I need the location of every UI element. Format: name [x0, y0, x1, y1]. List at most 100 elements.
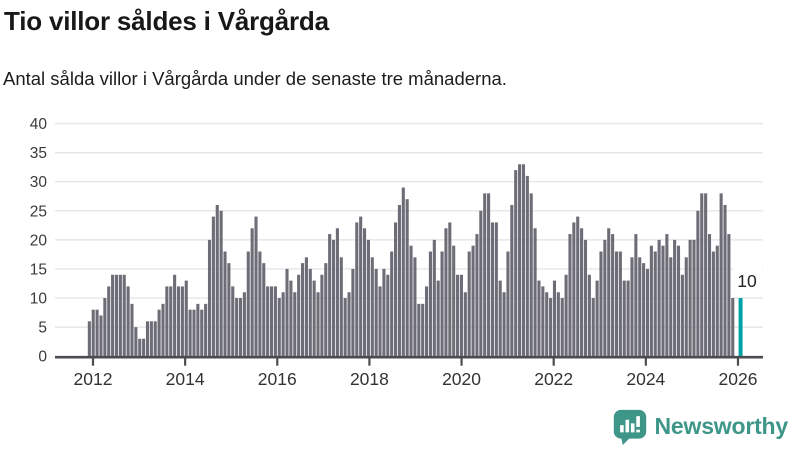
bar	[459, 274, 463, 357]
bar	[506, 251, 510, 357]
bar	[339, 257, 343, 357]
x-axis-tick-label: 2014	[166, 369, 205, 389]
bar	[219, 210, 223, 357]
bar	[440, 251, 444, 357]
bar	[312, 280, 316, 357]
bar	[692, 239, 696, 357]
bar	[169, 286, 173, 357]
bar	[394, 222, 398, 357]
bar	[254, 216, 258, 357]
bar	[549, 298, 553, 357]
bar	[231, 286, 235, 357]
bar	[176, 286, 181, 357]
bar	[723, 204, 727, 357]
bar	[173, 274, 177, 357]
bar	[184, 280, 188, 357]
bar	[417, 303, 421, 357]
bar	[421, 303, 425, 357]
bar	[207, 239, 212, 357]
bar	[246, 251, 250, 357]
x-axis-tick-label: 2026	[719, 369, 758, 389]
y-axis-tick-label: 5	[38, 320, 47, 337]
highlight-bar	[738, 298, 743, 357]
bar	[277, 298, 281, 357]
bar	[626, 280, 630, 357]
bar	[711, 251, 715, 357]
brand-wordmark: Newsworthy	[654, 412, 789, 439]
bar	[304, 257, 308, 357]
bar	[118, 274, 122, 357]
bar	[490, 222, 495, 357]
bar	[161, 303, 165, 357]
bar	[157, 309, 161, 357]
bar	[657, 239, 661, 357]
bar	[479, 210, 483, 357]
bar	[378, 286, 382, 357]
bar	[541, 286, 545, 357]
bar	[487, 193, 491, 357]
bar	[370, 257, 374, 357]
bar	[215, 204, 219, 357]
bar	[684, 257, 688, 357]
bar	[130, 303, 134, 357]
bar	[200, 309, 204, 357]
x-axis-tick-label: 2024	[626, 369, 665, 389]
bar	[362, 228, 367, 357]
x-axis-tick-label: 2018	[350, 369, 389, 389]
bar	[122, 274, 126, 357]
bar	[188, 309, 192, 357]
bar	[676, 245, 681, 357]
bar	[576, 216, 580, 357]
bar	[149, 321, 153, 357]
y-axis-tick-label: 40	[30, 116, 48, 133]
bar	[444, 228, 448, 357]
bar	[180, 286, 184, 357]
bar	[634, 234, 638, 357]
bar	[111, 274, 115, 357]
bar	[238, 298, 243, 357]
bar	[727, 234, 731, 357]
bar	[223, 251, 227, 357]
y-axis-tick-label: 25	[30, 203, 47, 220]
bar	[704, 193, 708, 357]
bar	[425, 286, 429, 357]
bar	[467, 251, 471, 357]
bar	[405, 199, 409, 357]
bar	[537, 280, 541, 357]
bar	[355, 222, 359, 357]
bar	[281, 292, 285, 357]
bar	[366, 239, 370, 357]
highlight-label-box	[733, 262, 762, 296]
bar	[308, 268, 312, 357]
bar	[719, 193, 723, 357]
bar	[463, 292, 467, 357]
bar	[545, 292, 549, 357]
bar	[324, 263, 328, 357]
newsworthy-logo-icon	[613, 409, 646, 445]
bar	[653, 251, 657, 357]
bar	[715, 245, 719, 357]
bar	[533, 228, 537, 357]
bar	[448, 222, 452, 357]
bar	[192, 309, 196, 357]
bar	[103, 298, 107, 357]
bar	[591, 298, 595, 357]
bar	[258, 251, 262, 357]
bar	[436, 280, 440, 357]
bar	[114, 274, 119, 357]
bar	[297, 274, 301, 357]
bar	[99, 315, 103, 357]
bar	[680, 274, 684, 357]
bar	[211, 216, 215, 357]
bar	[456, 274, 460, 357]
bar	[583, 239, 588, 357]
bar	[91, 309, 95, 357]
bar	[552, 280, 557, 357]
bar	[452, 245, 456, 357]
bar	[432, 239, 436, 357]
y-axis-tick-label: 10	[30, 291, 48, 308]
bar	[661, 245, 665, 357]
bar	[502, 292, 506, 357]
